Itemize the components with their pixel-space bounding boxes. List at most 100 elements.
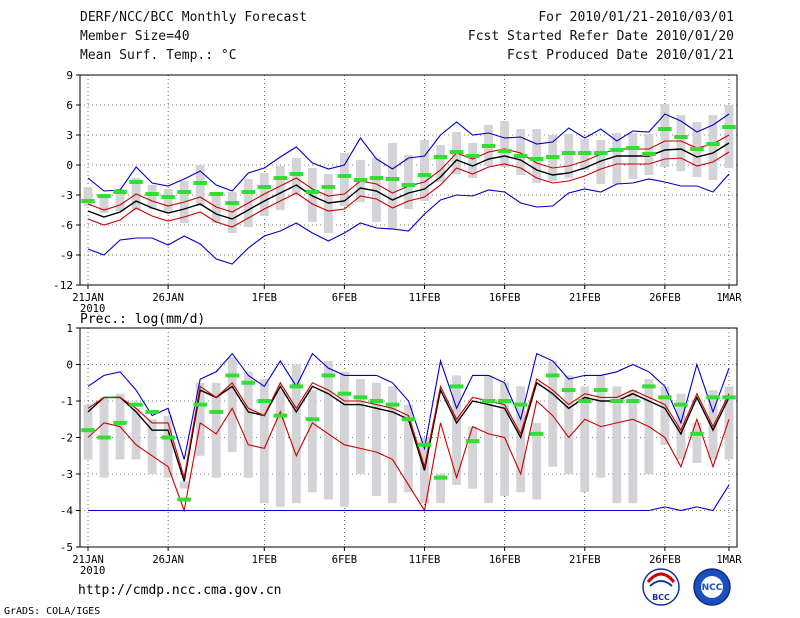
observed-marker [497,149,512,153]
observed-marker [513,402,528,407]
spread-box [724,386,734,460]
spread-box [259,379,269,504]
observed-marker [257,185,272,189]
observed-marker [433,155,448,159]
observed-marker [722,125,736,129]
observed-marker [449,150,464,154]
observed-marker [658,395,672,400]
observed-marker [658,127,672,131]
spread-box [323,360,333,500]
x-tick-label: 1MAR [716,292,742,304]
mean-minus-std-line [87,399,730,513]
observed-marker [225,201,239,205]
y-tick-label: -5 [60,541,73,554]
observed-marker [722,395,736,400]
x-tick-label: 26JAN [152,292,184,304]
ncc-logo-text: NCC [702,583,723,593]
observed-marker [113,190,127,194]
spread-box [564,375,574,474]
spread-box [372,158,381,222]
bcc-logo: BCC [642,568,680,606]
observed-marker [465,439,480,444]
observed-marker [529,431,544,436]
y-tick-label: -4 [60,505,74,518]
y-tick-label: -1 [60,395,73,408]
y-tick-label: 3 [66,129,73,142]
observed-marker [401,417,416,422]
observed-marker [161,435,175,440]
observed-marker [401,183,416,187]
spread-box [676,115,686,171]
ensemble-max-line [87,113,730,192]
x-tick-label: 16FEB [489,554,521,566]
spread-box [179,481,189,489]
x-tick-label: 26FEB [649,292,681,304]
x-tick-label: 21FEB [569,554,601,566]
forecast-period: For 2010/01/21-2010/03/01 [538,10,734,25]
spread-box [660,104,670,167]
x-tick-label: 26FEB [649,554,681,566]
member-size: Member Size=40 [80,29,190,44]
plot-frame [79,74,738,286]
observed-marker [305,190,320,194]
observed-marker [578,399,592,403]
ensemble-mean-line [87,142,730,220]
x-tick-label: 11FEB [409,292,441,304]
spread-box [339,371,349,507]
y-tick-label: 9 [66,69,73,82]
temperature-chart: -12 -9 -6 -3 0 3 6 9 21JAN 26JAN 1FEB 6FEB 11FEB 16FE… [53,69,742,315]
spread-box [692,422,702,464]
spread-box [211,193,221,223]
observed-marker [481,144,496,148]
precip-chart-title: Prec.: log(mm/d) [80,312,205,327]
spread-box [388,143,397,230]
spread-box [307,390,317,493]
spread-box [612,133,622,184]
spread-box [532,129,542,183]
observed-marker [161,195,175,199]
spread-box [195,165,205,206]
spread-box [291,158,301,195]
observed-marker [706,395,720,400]
mean-plus-std-line [87,378,730,478]
observed-marker [129,180,143,184]
spread-box [99,196,109,213]
spread-box [404,155,413,209]
spread-box [163,415,173,478]
grads-credit: GrADS: COLA/IGES [4,606,100,617]
x-tick-label: 21JAN [72,554,104,566]
spread-box [388,386,397,504]
observed-marker [353,395,368,400]
spread-box [275,166,285,210]
spread-box [147,185,157,209]
spread-box [500,121,510,167]
spread-box [275,390,285,507]
x-tick-label: 21JAN [72,292,104,304]
observed-marker [113,420,127,425]
spread-box [131,408,141,460]
precipitation-chart: -5 -4 -3 -2 -1 0 1 21JAN 26JAN 1FEB 6FEB 11FEB 16FEB… [60,322,743,577]
spread-box [596,140,606,184]
observed-marker [145,409,159,414]
observed-marker [385,177,400,181]
observed-marker [241,380,255,385]
spread-box [115,189,125,211]
x-tick-label: 26JAN [152,554,184,566]
y-tick-label: -2 [60,432,73,445]
observed-marker [289,172,304,176]
observed-marker [321,373,336,378]
x-tick-label: 16FEB [489,292,521,304]
footer-url[interactable]: http://cmdp.ncc.cma.gov.cn [78,583,282,598]
observed-marker [145,192,159,196]
observed-marker [481,399,496,403]
observed-marker [545,373,560,378]
observed-marker [562,388,576,393]
x-tick-label: 1FEB [252,292,277,304]
observed-marker [81,428,95,433]
observed-marker [193,402,207,407]
observed-marker [337,391,352,396]
observed-marker [257,399,272,403]
spread-box [724,105,734,168]
observed-marker [241,190,255,194]
